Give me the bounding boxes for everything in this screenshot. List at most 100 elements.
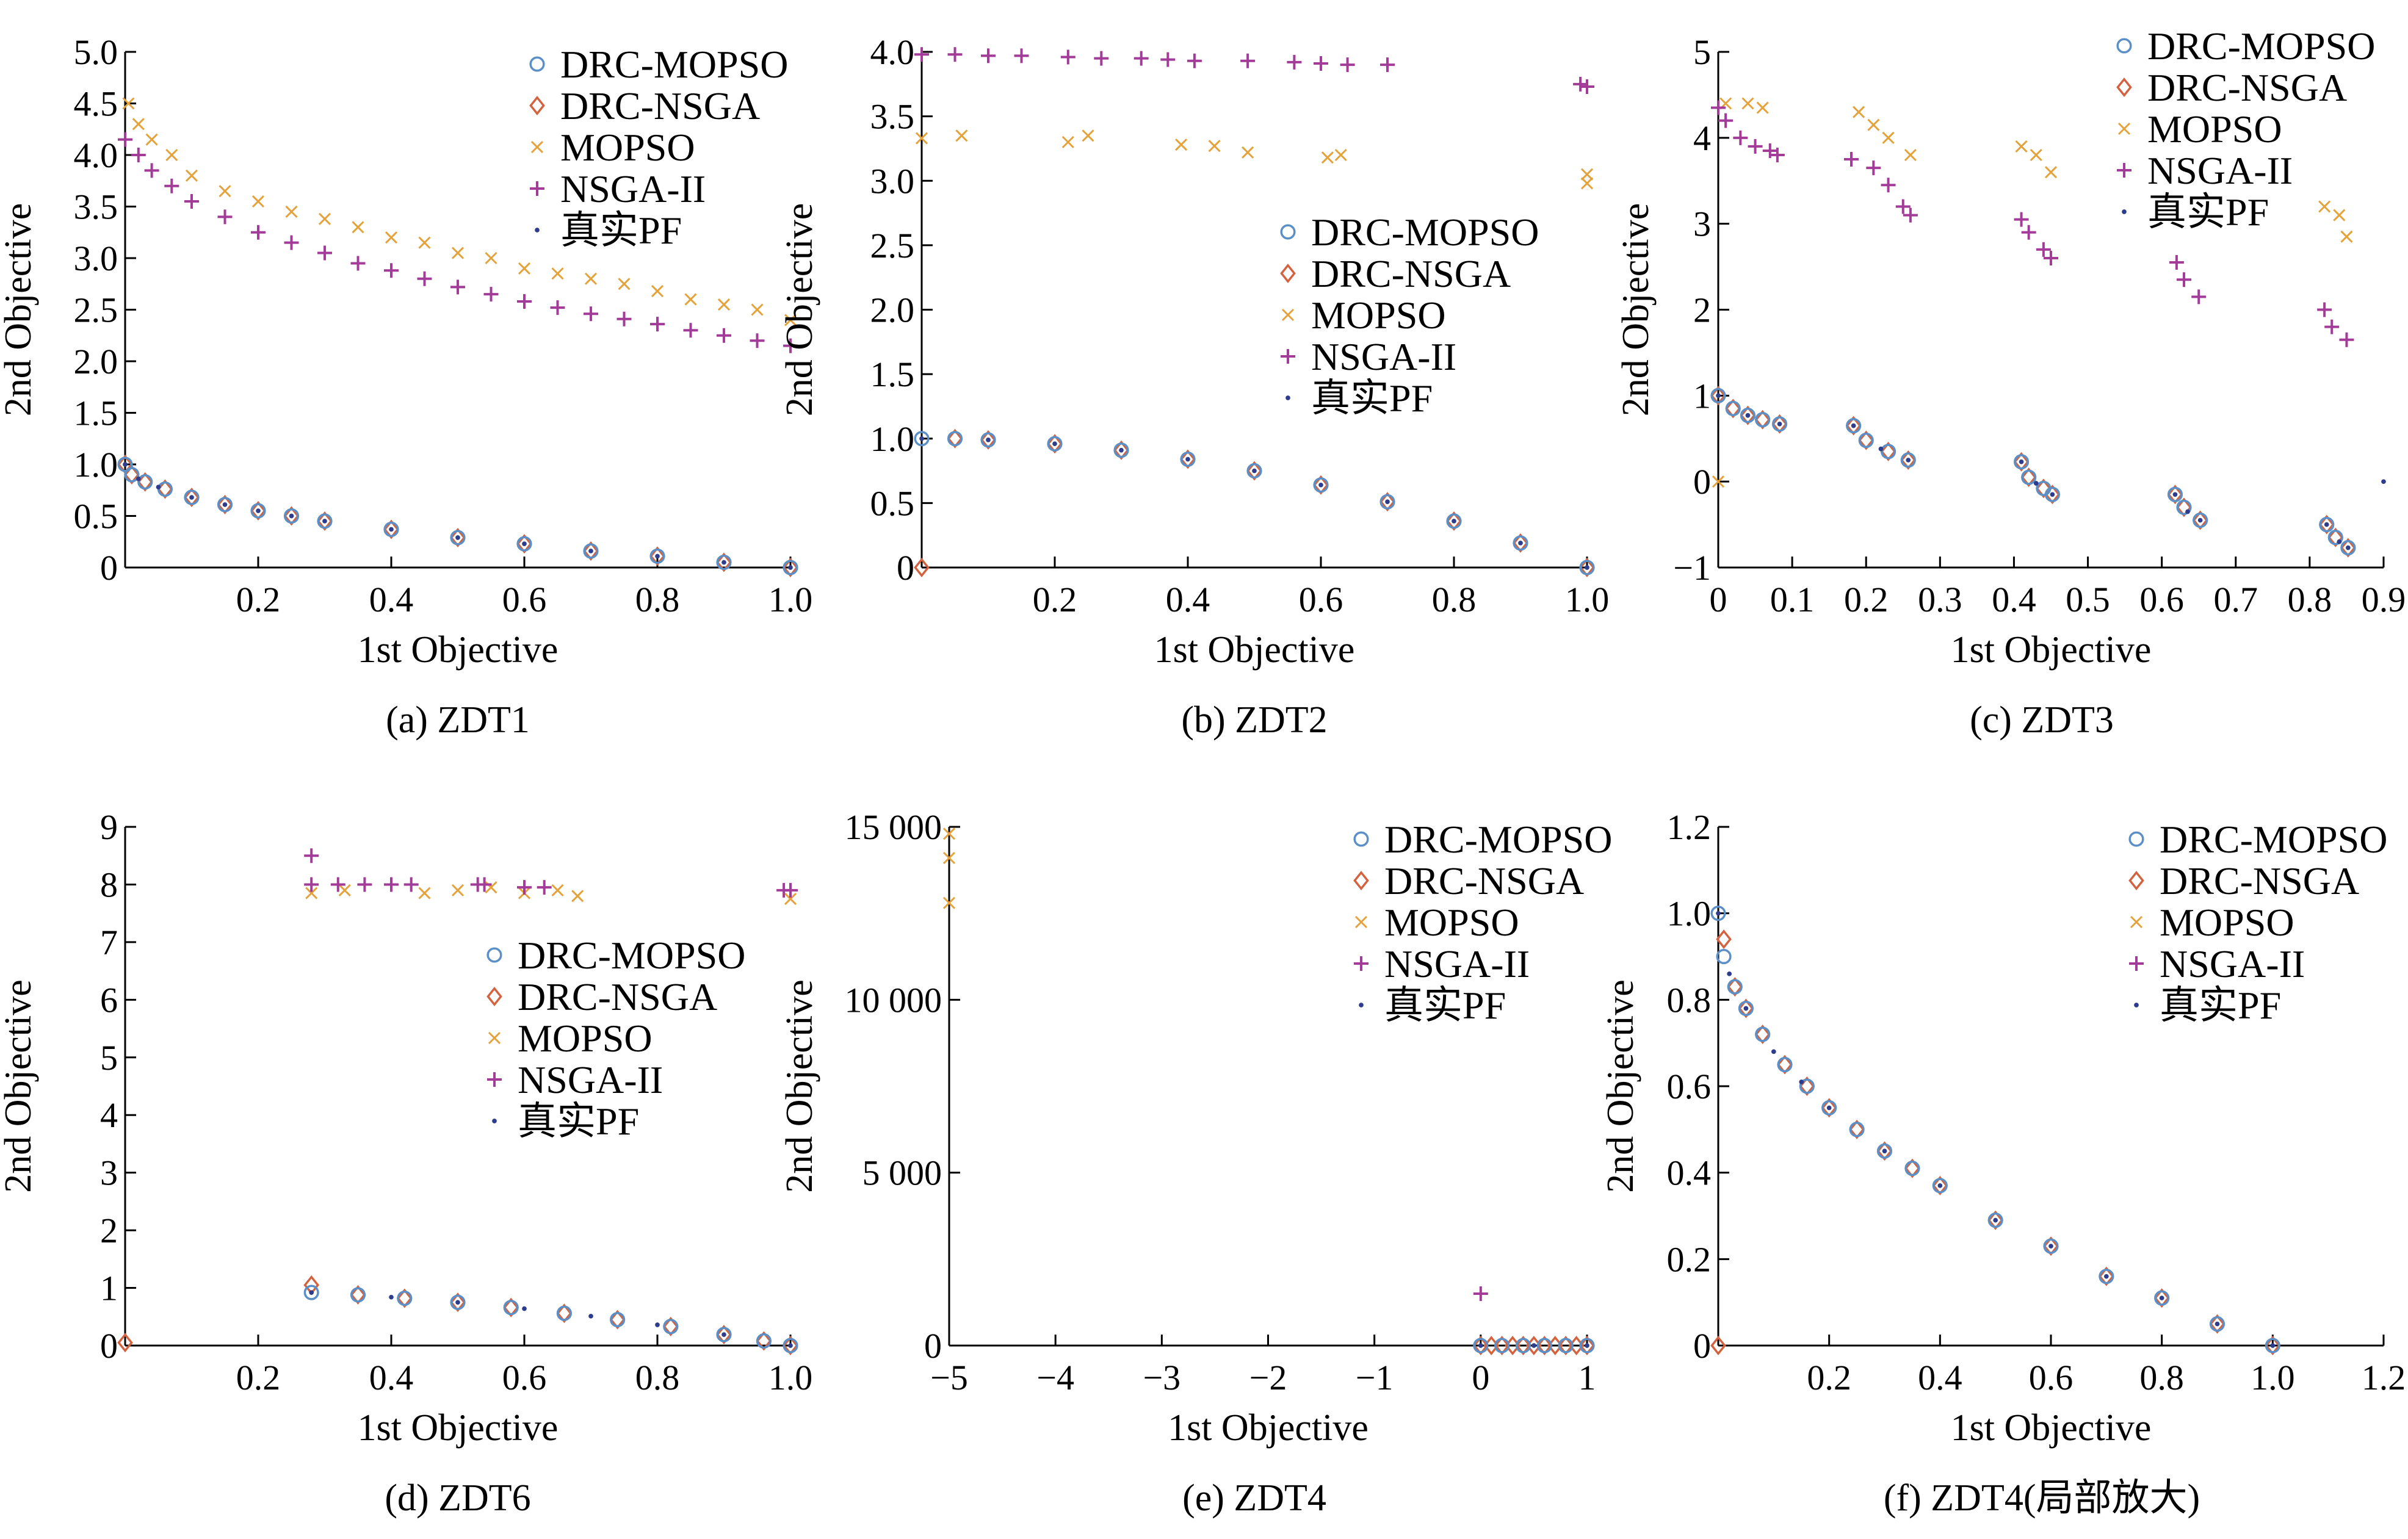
point-mopso	[1741, 97, 1754, 110]
series-nsga-ii	[914, 47, 1594, 95]
point-drc-nsga	[1754, 409, 1771, 430]
point-nsga-ii	[2177, 272, 2191, 287]
y-axis-title: 2nd Objective	[779, 979, 820, 1193]
series-true-pf	[309, 1290, 793, 1348]
point-true-pf	[1478, 1343, 1483, 1348]
point-drc-nsga	[1536, 1335, 1553, 1356]
point-true-pf	[1937, 1183, 1943, 1188]
point-drc-nsga	[1845, 416, 1862, 436]
x-marker-icon	[2130, 915, 2143, 929]
point-drc-mopso	[2014, 454, 2030, 470]
panel-a: 0 0.5 1.0 1.5 2.0 2.5 3.0 3.5 4.0 4.5 5.0 0.2 0.4 0.6…	[0, 32, 812, 741]
point-mopso	[684, 293, 697, 306]
point-mopso	[2015, 140, 2028, 153]
point-drc-mopso	[663, 1319, 679, 1335]
point-drc-mopso	[1473, 1338, 1489, 1353]
point-drc-nsga	[716, 552, 732, 572]
x-tick-label: 0.1	[1770, 580, 1815, 619]
point-mopso	[717, 298, 731, 311]
point-mopso	[1082, 129, 1094, 142]
point-drc-nsga	[1880, 441, 1896, 461]
point-nsga-ii	[357, 877, 372, 892]
point-nsga-ii	[1844, 152, 1859, 167]
point-drc-nsga	[2209, 1314, 2225, 1334]
point-drc-mopso	[1881, 444, 1896, 460]
point-mopso	[1882, 131, 1895, 144]
x-tick-label: 0.6	[2029, 1358, 2074, 1397]
point-drc-nsga	[1738, 998, 1754, 1018]
point-mopso	[418, 236, 431, 249]
series-true-pf	[919, 436, 1589, 570]
point-nsga-ii	[1314, 56, 1328, 71]
point-drc-mopso	[1987, 1213, 2003, 1228]
point-true-pf	[455, 535, 460, 540]
point-true-pf	[1518, 541, 1523, 546]
point-true-pf	[655, 1322, 660, 1327]
series-drc-mopso	[1473, 1338, 1595, 1353]
point-drc-nsga	[2036, 478, 2052, 499]
legend-label-nsga-ii: NSGA-II	[518, 1058, 663, 1101]
point-drc-nsga	[2043, 1236, 2059, 1256]
point-true-pf	[588, 549, 593, 553]
y-tick-label: 1.5	[74, 394, 118, 433]
point-drc-nsga	[1710, 1335, 1726, 1356]
y-tick-label: 1.0	[74, 445, 118, 485]
point-drc-mopso	[1821, 1100, 1837, 1116]
series-drc-mopso	[1710, 387, 2356, 556]
point-mopso	[1321, 151, 1334, 164]
legend-label-mopso: MOPSO	[1311, 294, 1446, 337]
y-tick-label: 7	[100, 923, 118, 962]
point-mopso	[132, 118, 145, 131]
point-drc-nsga	[783, 557, 798, 578]
point-true-pf	[2019, 459, 2024, 464]
point-mopso	[2340, 230, 2353, 243]
point-drc-nsga	[1740, 405, 1756, 425]
point-nsga-ii	[330, 877, 345, 892]
point-nsga-ii	[1573, 76, 1588, 92]
x-tick-label: 0.9	[2362, 580, 2406, 619]
point-drc-mopso	[2044, 486, 2060, 502]
x-tick-label: 0.3	[1918, 580, 1962, 619]
y-tick-label: 0	[1693, 1326, 1711, 1366]
point-drc-mopso	[583, 543, 599, 559]
point-drc-mopso	[1738, 1000, 1754, 1017]
point-drc-mopso	[1579, 560, 1595, 575]
point-true-pf	[123, 462, 128, 467]
legend-label-mopso: MOPSO	[2160, 901, 2294, 944]
x-tick-label: −4	[1036, 1358, 1074, 1397]
legend-label-drc-nsga: DRC-NSGA	[518, 975, 717, 1018]
point-true-pf	[788, 565, 793, 570]
point-drc-nsga	[1473, 1335, 1489, 1356]
point-nsga-ii	[783, 882, 798, 898]
point-nsga-ii	[981, 48, 996, 63]
point-mopso	[285, 205, 298, 218]
point-nsga-ii	[384, 263, 399, 278]
point-mopso	[1208, 140, 1221, 153]
dot-marker-icon	[2134, 1003, 2139, 1007]
plus-marker-icon	[1281, 349, 1295, 364]
point-drc-mopso	[1858, 433, 1874, 449]
point-true-pf	[2346, 545, 2351, 550]
y-tick-label: 3.0	[870, 161, 915, 201]
point-true-pf	[309, 1290, 314, 1295]
x-tick-label: 1	[1578, 1358, 1596, 1397]
point-drc-mopso	[250, 503, 266, 519]
point-drc-nsga	[1558, 1335, 1574, 1356]
point-nsga-ii	[2339, 332, 2354, 347]
series-true-pf	[1716, 910, 2276, 1348]
point-nsga-ii	[517, 294, 532, 309]
legend-label-true-pf: 真实PF	[2147, 190, 2269, 234]
legend-label-mopso: MOPSO	[518, 1017, 653, 1060]
point-nsga-ii	[947, 47, 963, 62]
point-true-pf	[1993, 1217, 1998, 1223]
circle-marker-icon	[2116, 38, 2132, 54]
y-tick-label: 0.4	[1667, 1153, 1712, 1193]
point-true-pf	[322, 519, 327, 524]
y-tick-label: 0	[100, 548, 118, 588]
point-drc-nsga	[914, 557, 930, 578]
point-mopso	[1061, 135, 1074, 148]
point-drc-mopso	[1849, 1122, 1865, 1137]
legend-label-drc-nsga: DRC-NSGA	[1311, 252, 1511, 295]
